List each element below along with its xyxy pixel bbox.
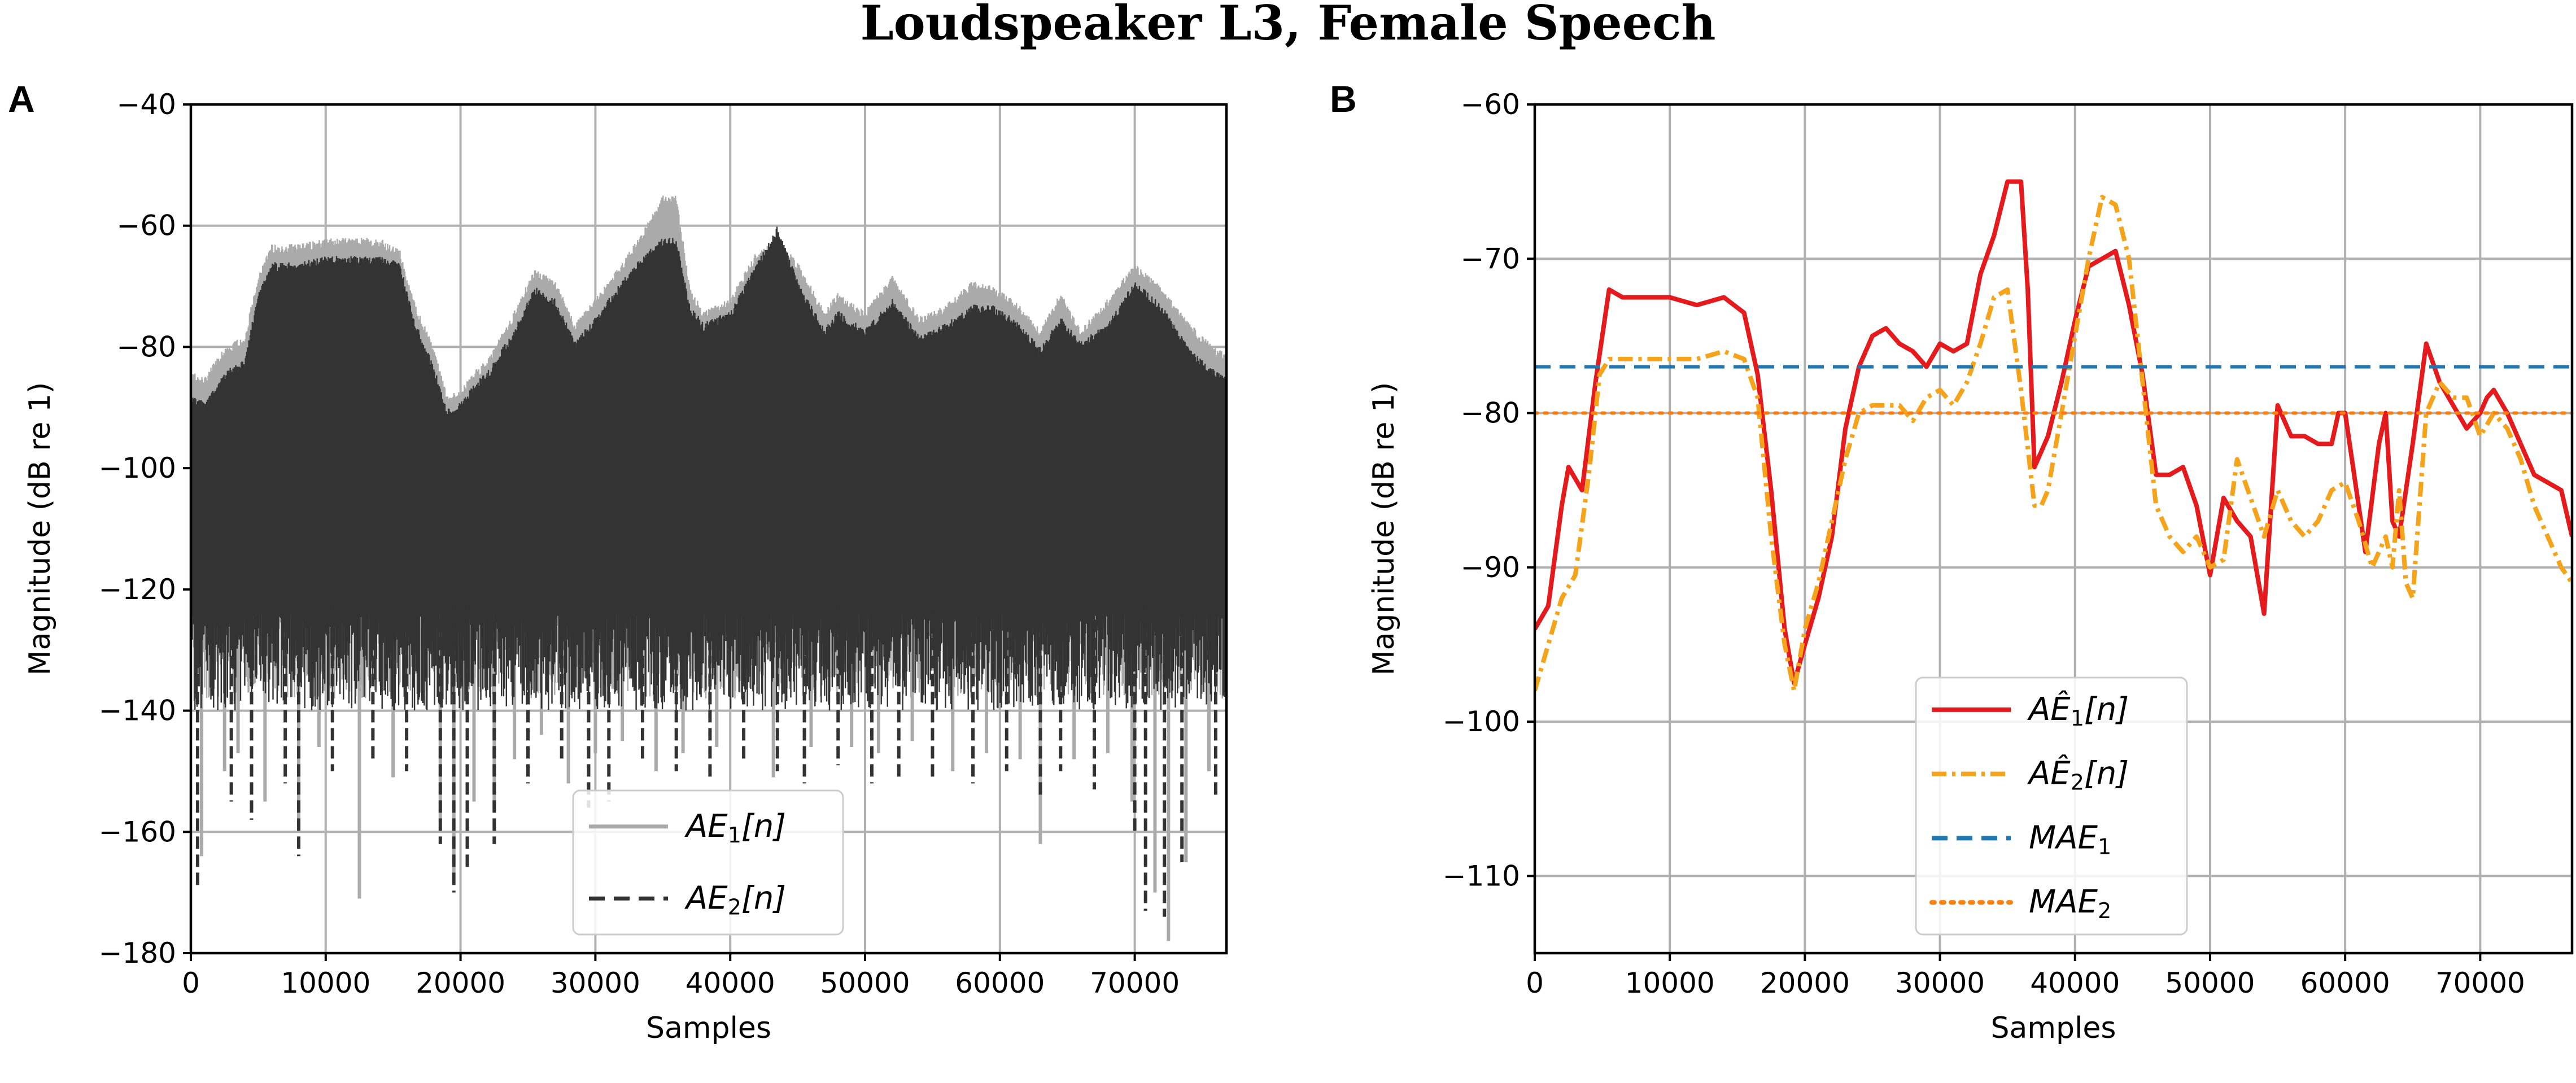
panel-a-y-tick-label: −60 — [116, 209, 176, 242]
panel-b-letter: B — [1330, 78, 1357, 120]
panel-a-x-axis-label: Samples — [646, 1011, 771, 1045]
panel-a-x-tick-label: 60000 — [955, 967, 1045, 999]
panel-b-x-tick-label: 40000 — [2030, 967, 2120, 999]
panel-a-y-tick-label: −140 — [99, 695, 176, 727]
panel-b-x-tick-label: 20000 — [1760, 967, 1850, 999]
panel-b-legend-label: MAE2 — [2029, 884, 2111, 923]
panel-b-x-tick-label: 70000 — [2435, 967, 2525, 999]
panel-a-series-2-body — [191, 226, 1226, 711]
panel-a-plot-area — [191, 195, 1226, 941]
panel-b-axes-frame — [1533, 103, 2574, 955]
panel-b-x-tick-label: 50000 — [2165, 967, 2255, 999]
panel-b-x-tick-label: 60000 — [2300, 967, 2390, 999]
panel-b-legend-label: AÊ2[n] — [2027, 756, 2129, 795]
panel-a-y-tick-label: −120 — [99, 573, 176, 606]
panel-b-y-tick-label: −100 — [1443, 705, 1520, 738]
panel-a-x-tick-label: 20000 — [416, 967, 505, 999]
panel-a-legend-label: AE2[n] — [684, 880, 786, 919]
panel-b-x-tick-label: 30000 — [1895, 967, 1985, 999]
panel-b-x-tick-label: 10000 — [1625, 967, 1715, 999]
panel-b-plot-area — [1535, 179, 2572, 693]
panel-b-x-tick-label: 0 — [1526, 967, 1544, 999]
panel-a-letter: A — [8, 78, 35, 120]
panel-b-ticks: 0 10000 20000 30000 40000 50000 60000 70000 −110… — [1443, 88, 2525, 999]
panel-b-y-tick-label: −90 — [1460, 551, 1520, 584]
panel-b-y-tick-label: −70 — [1460, 242, 1520, 275]
panel-a-series-2-spikes — [195, 601, 1217, 917]
panel-a-y-tick-label: −100 — [99, 452, 176, 484]
panel-a-legend-label: AE1[n] — [684, 808, 786, 848]
panel-b-legend-box — [1915, 676, 2188, 936]
panel-a-x-tick-label: 0 — [182, 967, 200, 999]
panel-a-legend: AE1[n] AE2[n] — [572, 789, 844, 936]
panel-a-x-tick-label: 70000 — [1090, 967, 1180, 999]
panel-b-y-axis-label: Magnitude (dB re 1) — [1367, 382, 1401, 676]
panel-a-y-tick-label: −80 — [116, 330, 176, 363]
panel-a-y-axis-label: Magnitude (dB re 1) — [23, 382, 57, 676]
panel-a-chart: 0 10000 20000 30000 40000 50000 60000 70000 −180… — [23, 88, 1228, 1045]
panel-a-x-tick-label: 40000 — [686, 967, 775, 999]
panel-b-y-tick-label: −60 — [1460, 88, 1520, 121]
panel-b-y-tick-label: −110 — [1443, 859, 1520, 892]
panel-b-series-a2n — [1535, 195, 2572, 693]
panel-b-series-a1n — [1535, 179, 2572, 685]
panel-b-y-tick-label: −80 — [1460, 397, 1520, 430]
panel-a-x-tick-label: 10000 — [281, 967, 370, 999]
panel-a-y-tick-label: −40 — [116, 88, 176, 121]
panel-a-x-tick-label: 50000 — [820, 967, 910, 999]
panel-a-axes-frame — [189, 103, 1228, 955]
panel-a-y-tick-label: −180 — [99, 937, 176, 970]
panel-a-ticks: 0 10000 20000 30000 40000 50000 60000 70000 −180… — [99, 88, 1180, 999]
panel-a-x-tick-label: 30000 — [551, 967, 640, 999]
panel-b-legend: AÊ1[n] AÊ2[n] MAE1 MAE2 — [1915, 676, 2188, 936]
panel-a-y-tick-label: −160 — [99, 815, 176, 848]
panel-b-legend-label: MAE1 — [2029, 819, 2111, 859]
panel-b-x-axis-label: Samples — [1990, 1011, 2116, 1045]
figure-title: Loudspeaker L3, Female Speech — [861, 0, 1716, 51]
panel-b-legend-label: AÊ1[n] — [2027, 691, 2129, 731]
panel-b-chart: 0 10000 20000 30000 40000 50000 60000 70000 −110… — [1367, 88, 2574, 1045]
